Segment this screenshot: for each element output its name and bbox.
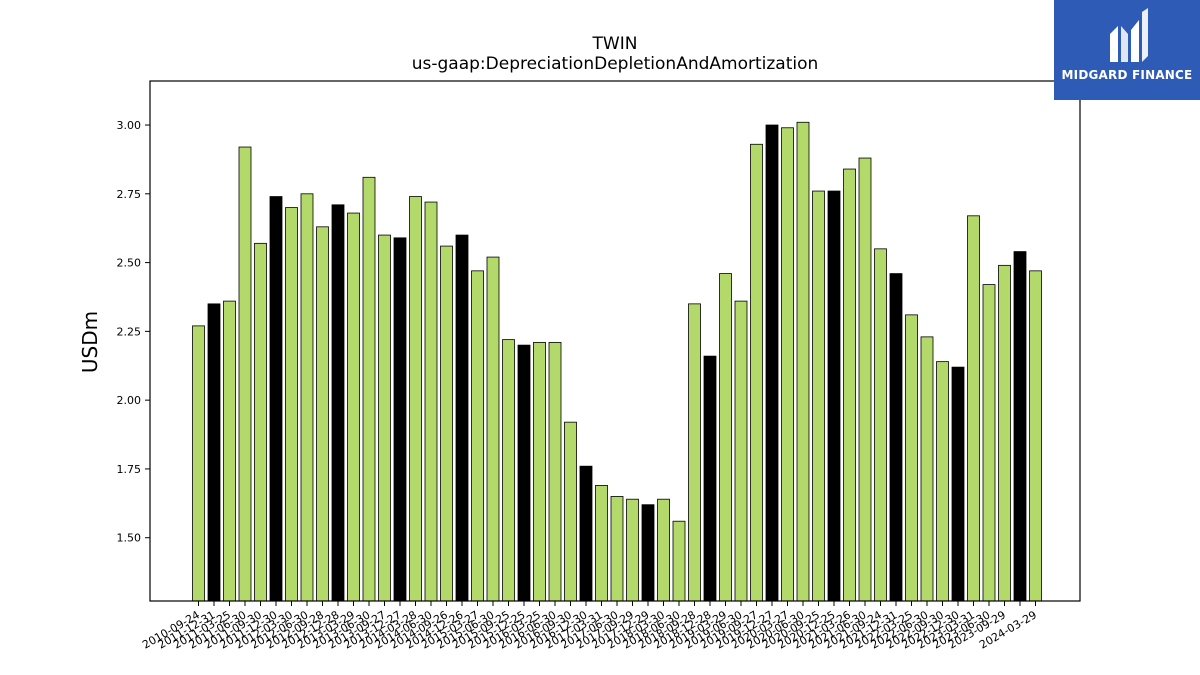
y-tick-label: 2.50 — [117, 257, 142, 270]
midgard-logo-icon — [1110, 8, 1148, 62]
bar — [1013, 251, 1027, 602]
brand-name: MIDGARD FINANCE — [1061, 68, 1193, 82]
bar — [982, 284, 996, 602]
bar — [719, 273, 732, 602]
bar — [331, 204, 345, 602]
bar — [207, 303, 221, 602]
x-axis-ticks: 2010-09-242011-12-312011-03-252011-06-30… — [140, 601, 1039, 652]
y-tick-label: 2.25 — [117, 325, 142, 338]
bar — [626, 498, 639, 602]
bar — [641, 504, 655, 602]
bar — [858, 157, 872, 602]
bar — [610, 496, 624, 602]
bar — [362, 176, 376, 602]
y-axis-label: USDm — [78, 311, 102, 373]
y-tick-label: 1.75 — [117, 463, 142, 476]
bar — [455, 234, 469, 602]
bar — [657, 498, 670, 602]
bar — [192, 325, 205, 602]
bar — [750, 143, 763, 602]
bar — [874, 248, 887, 602]
brand-badge: MIDGARD FINANCE — [1054, 0, 1200, 100]
bar — [781, 127, 794, 602]
y-tick-label: 1.50 — [117, 532, 142, 545]
bar — [223, 300, 236, 602]
bar — [812, 190, 825, 602]
bar — [889, 273, 903, 602]
bar — [440, 245, 453, 602]
bar — [579, 465, 593, 602]
bar — [967, 215, 980, 602]
bar — [936, 361, 949, 602]
bar — [595, 485, 608, 602]
bars-group — [192, 121, 1042, 602]
bar — [486, 256, 500, 602]
plot-frame — [149, 80, 1081, 602]
bar — [688, 303, 701, 602]
chart-title: TWIN — [592, 34, 638, 54]
bar — [998, 264, 1011, 602]
bar — [548, 341, 562, 602]
bar — [843, 168, 856, 602]
bar — [827, 190, 841, 602]
y-axis-ticks: 1.50 1.75 2.00 2.25 2.50 2.75 3.00 — [117, 119, 150, 545]
bar — [378, 234, 391, 602]
bar — [564, 421, 577, 602]
bar — [254, 242, 267, 602]
bar — [533, 341, 546, 602]
y-tick-label: 3.00 — [117, 119, 142, 132]
bar — [765, 124, 779, 602]
bar — [471, 270, 484, 602]
bar — [951, 366, 965, 602]
bar — [269, 196, 283, 602]
bar — [409, 196, 422, 602]
bar — [502, 339, 515, 602]
bar — [672, 520, 686, 602]
bar — [285, 207, 298, 602]
bar — [734, 300, 748, 602]
bar — [238, 146, 252, 602]
bar — [517, 344, 531, 602]
bar — [316, 226, 329, 602]
bar — [393, 237, 407, 602]
y-tick-label: 2.75 — [117, 188, 142, 201]
bar — [347, 212, 360, 602]
chart-subtitle: us-gaap:DepreciationDepletionAndAmortiza… — [412, 54, 819, 74]
bar — [703, 355, 717, 602]
bar — [920, 336, 934, 602]
bar — [424, 201, 438, 602]
y-tick-label: 2.00 — [117, 394, 142, 407]
bar — [796, 121, 810, 602]
bar — [300, 193, 314, 602]
bar — [1029, 270, 1042, 602]
bar — [905, 314, 918, 602]
